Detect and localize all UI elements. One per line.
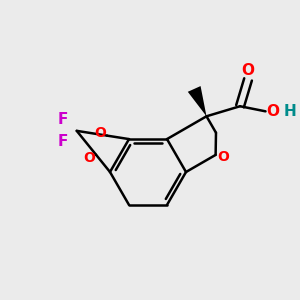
Text: O: O <box>242 63 255 78</box>
Polygon shape <box>188 86 206 116</box>
Text: F: F <box>58 112 68 127</box>
Text: O: O <box>94 126 106 140</box>
Text: O: O <box>83 151 95 165</box>
Text: O: O <box>266 104 280 119</box>
Text: H: H <box>284 104 296 119</box>
Text: O: O <box>218 150 230 164</box>
Text: F: F <box>58 134 68 149</box>
